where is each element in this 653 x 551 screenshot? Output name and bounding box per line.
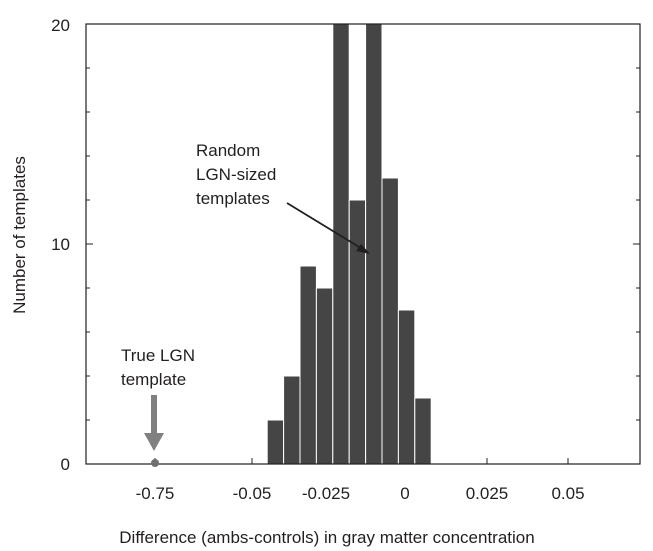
annotation-true-line-1: True LGN	[121, 346, 195, 365]
y-axis-label: Number of templates	[10, 156, 29, 314]
plot-frame	[85, 23, 641, 465]
histogram-bar-2	[299, 265, 317, 465]
x-tick-label: 0.025	[466, 484, 509, 503]
histogram-bar-7	[381, 177, 399, 465]
x-tick-label: -0.025	[302, 484, 350, 503]
annotation-random-line-1: Random	[196, 141, 260, 160]
histogram-bar-0	[266, 419, 285, 465]
x-tick-label: -0.05	[233, 484, 272, 503]
x-tick-label: 0.05	[551, 484, 584, 503]
y-tick-label: 20	[51, 16, 70, 35]
x-tick-label: 0	[400, 484, 409, 503]
x-tick-label: -0.75	[136, 484, 175, 503]
y-tick-label: 0	[61, 455, 70, 474]
true-template-point	[151, 459, 159, 467]
histogram-bar-8	[397, 309, 416, 465]
x-axis-label: Difference (ambs-controls) in gray matte…	[119, 528, 534, 547]
histogram-bar-9	[414, 397, 432, 465]
annotation-random-line-2: LGN-sized	[196, 165, 276, 184]
y-tick-label: 10	[51, 235, 70, 254]
histogram-bar-4	[332, 23, 350, 465]
annotation-true-line-2: template	[121, 370, 186, 389]
histogram-bar-1	[283, 375, 301, 465]
histogram-bar-6	[365, 23, 383, 465]
histogram-bar-3	[315, 287, 334, 465]
annotation-arrow	[286, 202, 370, 254]
histogram-bars	[266, 23, 432, 465]
annotation-random-line-3: templates	[196, 189, 270, 208]
true-template-arrow	[144, 395, 164, 451]
histogram-bar-5	[348, 199, 367, 465]
